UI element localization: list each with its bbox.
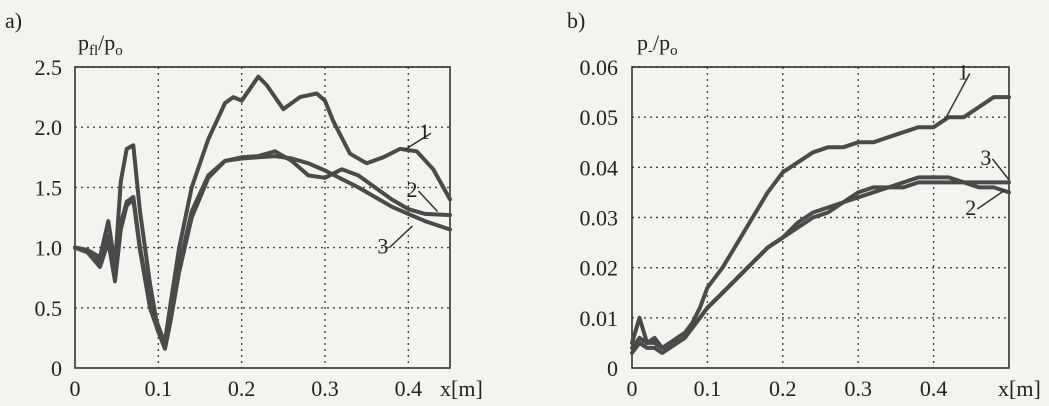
x-tick-label: 0 <box>627 376 638 401</box>
y-tick-label: 0.04 <box>580 155 619 180</box>
series-label-2: 2 <box>407 177 418 202</box>
series-leader-1 <box>403 132 432 151</box>
y-tick-label: 0.01 <box>580 306 619 331</box>
x-axis-label: x[m] <box>998 376 1041 401</box>
x-axis-label: x[m] <box>440 376 483 401</box>
y-tick-label: 1.5 <box>35 175 63 200</box>
panel-label: a) <box>5 8 22 33</box>
chart-panel-a: a) 0 0.5 1.0 1.5 2.0 2.5 0 0.1 0.2 0.3 0.4 x[m] pfl/p… <box>5 8 483 401</box>
y-tick-label: 0 <box>607 356 618 381</box>
series-leader-1 <box>944 73 971 121</box>
y-axis-label: pfl/po <box>78 30 123 59</box>
x-tick-label: 0.1 <box>694 376 722 401</box>
series-label-3: 3 <box>980 145 991 170</box>
series-label-2: 2 <box>965 195 976 220</box>
x-tick-label: 0.1 <box>145 376 173 401</box>
series-line-1 <box>630 95 1011 350</box>
series-label-3: 3 <box>377 234 388 259</box>
y-tick-label: 0.06 <box>580 55 619 80</box>
x-tick-label: 0.4 <box>920 376 948 401</box>
series-line-1 <box>73 74 452 344</box>
y-tick-label: 0 <box>51 356 62 381</box>
y-tick-label: 0.5 <box>35 296 63 321</box>
series-leader-3 <box>991 158 1010 181</box>
y-tick-label: 0.02 <box>580 256 619 281</box>
series-line-3 <box>630 175 1011 350</box>
series-line-3 <box>73 154 452 351</box>
x-tick-label: 0.3 <box>311 376 339 401</box>
series-label-1: 1 <box>419 119 430 144</box>
plot-frame <box>631 66 1010 369</box>
y-tick-label: 0.05 <box>580 105 619 130</box>
panel-label: b) <box>567 8 585 33</box>
series-leader-2 <box>976 189 1006 210</box>
series-label-1: 1 <box>958 60 969 85</box>
x-tick-label: 0 <box>70 376 81 401</box>
y-tick-label: 2.0 <box>35 115 63 140</box>
y-tick-label: 0.03 <box>580 206 619 231</box>
y-axis-label: p-/po <box>637 30 678 59</box>
x-tick-label: 0.2 <box>228 376 256 401</box>
series-leader-2 <box>417 190 439 212</box>
x-tick-label: 0.3 <box>844 376 872 401</box>
x-tick-label: 0.2 <box>769 376 797 401</box>
plot-frame <box>74 66 451 369</box>
chart-panel-b: b) 0 0.01 0.02 0.03 0.04 0.05 0.06 0 0.1 0.2 0.3 0.4… <box>567 8 1041 401</box>
series-leader-3 <box>388 225 414 249</box>
y-tick-label: 1.0 <box>35 236 63 261</box>
x-tick-label: 0.4 <box>395 376 423 401</box>
y-tick-label: 2.5 <box>35 55 63 80</box>
